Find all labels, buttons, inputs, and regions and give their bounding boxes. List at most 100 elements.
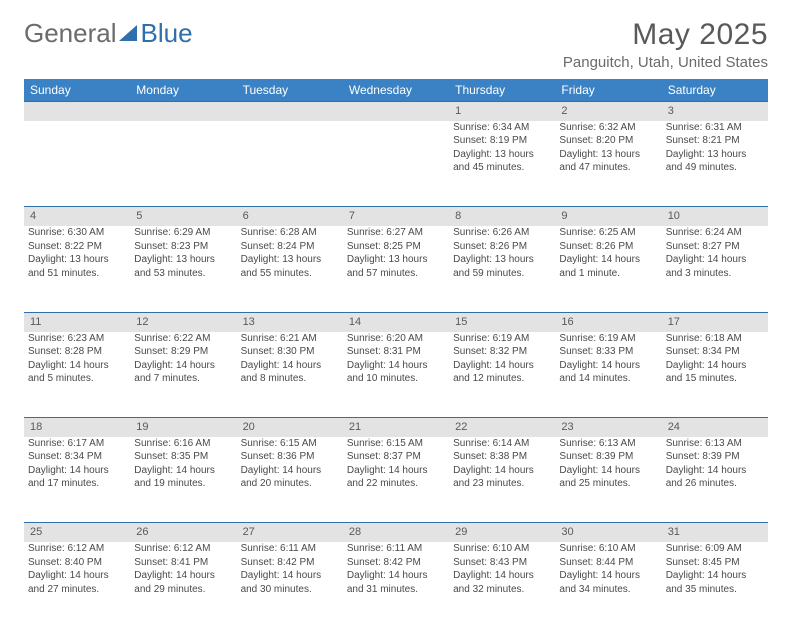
daylight-text: Daylight: 14 hours and 8 minutes.	[241, 359, 339, 386]
sunset-text: Sunset: 8:26 PM	[453, 240, 551, 254]
day-detail-cell: Sunrise: 6:13 AMSunset: 8:39 PMDaylight:…	[662, 437, 768, 523]
daylight-text: Daylight: 14 hours and 34 minutes.	[559, 569, 657, 596]
sunset-text: Sunset: 8:23 PM	[134, 240, 232, 254]
month-title: May 2025	[563, 18, 768, 52]
day-detail-cell: Sunrise: 6:10 AMSunset: 8:43 PMDaylight:…	[449, 542, 555, 628]
sunrise-text: Sunrise: 6:30 AM	[28, 226, 126, 240]
daylight-text: Daylight: 14 hours and 19 minutes.	[134, 464, 232, 491]
day-detail-cell: Sunrise: 6:34 AMSunset: 8:19 PMDaylight:…	[449, 121, 555, 207]
daylight-text: Daylight: 13 hours and 51 minutes.	[28, 253, 126, 280]
sunrise-text: Sunrise: 6:09 AM	[666, 542, 764, 556]
day-number-cell: 7	[343, 207, 449, 226]
sunrise-text: Sunrise: 6:34 AM	[453, 121, 551, 135]
day-number-cell: 31	[662, 523, 768, 542]
day-number-cell: 6	[237, 207, 343, 226]
weekday-header: Wednesday	[343, 79, 449, 102]
day-detail-cell: Sunrise: 6:11 AMSunset: 8:42 PMDaylight:…	[237, 542, 343, 628]
day-number-cell	[237, 102, 343, 121]
sunrise-text: Sunrise: 6:12 AM	[28, 542, 126, 556]
sunrise-text: Sunrise: 6:28 AM	[241, 226, 339, 240]
day-number-cell: 3	[662, 102, 768, 121]
daylight-text: Daylight: 14 hours and 17 minutes.	[28, 464, 126, 491]
sunset-text: Sunset: 8:35 PM	[134, 450, 232, 464]
daynum-row: 11121314151617	[24, 312, 768, 331]
day-detail-cell: Sunrise: 6:18 AMSunset: 8:34 PMDaylight:…	[662, 332, 768, 418]
sunrise-text: Sunrise: 6:21 AM	[241, 332, 339, 346]
sunset-text: Sunset: 8:43 PM	[453, 556, 551, 570]
sunset-text: Sunset: 8:44 PM	[559, 556, 657, 570]
daylight-text: Daylight: 14 hours and 7 minutes.	[134, 359, 232, 386]
day-number-cell: 13	[237, 312, 343, 331]
day-detail-cell: Sunrise: 6:32 AMSunset: 8:20 PMDaylight:…	[555, 121, 661, 207]
detail-row: Sunrise: 6:23 AMSunset: 8:28 PMDaylight:…	[24, 332, 768, 418]
sunset-text: Sunset: 8:26 PM	[559, 240, 657, 254]
day-detail-cell: Sunrise: 6:15 AMSunset: 8:37 PMDaylight:…	[343, 437, 449, 523]
daylight-text: Daylight: 13 hours and 57 minutes.	[347, 253, 445, 280]
day-number-cell: 15	[449, 312, 555, 331]
daylight-text: Daylight: 14 hours and 23 minutes.	[453, 464, 551, 491]
day-number-cell: 2	[555, 102, 661, 121]
day-detail-cell: Sunrise: 6:21 AMSunset: 8:30 PMDaylight:…	[237, 332, 343, 418]
weekday-header: Thursday	[449, 79, 555, 102]
sunset-text: Sunset: 8:24 PM	[241, 240, 339, 254]
sunset-text: Sunset: 8:42 PM	[241, 556, 339, 570]
daylight-text: Daylight: 14 hours and 30 minutes.	[241, 569, 339, 596]
sunrise-text: Sunrise: 6:16 AM	[134, 437, 232, 451]
sunrise-text: Sunrise: 6:24 AM	[666, 226, 764, 240]
day-number-cell: 10	[662, 207, 768, 226]
day-number-cell: 23	[555, 418, 661, 437]
sunset-text: Sunset: 8:19 PM	[453, 134, 551, 148]
detail-row: Sunrise: 6:34 AMSunset: 8:19 PMDaylight:…	[24, 121, 768, 207]
daynum-row: 18192021222324	[24, 418, 768, 437]
title-block: May 2025 Panguitch, Utah, United States	[563, 18, 768, 71]
day-number-cell: 21	[343, 418, 449, 437]
sunrise-text: Sunrise: 6:26 AM	[453, 226, 551, 240]
sunrise-text: Sunrise: 6:14 AM	[453, 437, 551, 451]
day-detail-cell: Sunrise: 6:31 AMSunset: 8:21 PMDaylight:…	[662, 121, 768, 207]
calendar-body: 123Sunrise: 6:34 AMSunset: 8:19 PMDaylig…	[24, 102, 768, 628]
day-detail-cell: Sunrise: 6:13 AMSunset: 8:39 PMDaylight:…	[555, 437, 661, 523]
weekday-header: Tuesday	[237, 79, 343, 102]
day-number-cell: 25	[24, 523, 130, 542]
sunset-text: Sunset: 8:37 PM	[347, 450, 445, 464]
daynum-row: 45678910	[24, 207, 768, 226]
sunset-text: Sunset: 8:20 PM	[559, 134, 657, 148]
daylight-text: Daylight: 14 hours and 35 minutes.	[666, 569, 764, 596]
sunset-text: Sunset: 8:34 PM	[666, 345, 764, 359]
sunrise-text: Sunrise: 6:27 AM	[347, 226, 445, 240]
sunset-text: Sunset: 8:32 PM	[453, 345, 551, 359]
daylight-text: Daylight: 13 hours and 59 minutes.	[453, 253, 551, 280]
daylight-text: Daylight: 14 hours and 32 minutes.	[453, 569, 551, 596]
day-detail-cell: Sunrise: 6:22 AMSunset: 8:29 PMDaylight:…	[130, 332, 236, 418]
daylight-text: Daylight: 14 hours and 10 minutes.	[347, 359, 445, 386]
day-detail-cell	[24, 121, 130, 207]
day-number-cell: 9	[555, 207, 661, 226]
day-number-cell: 22	[449, 418, 555, 437]
sunset-text: Sunset: 8:36 PM	[241, 450, 339, 464]
daylight-text: Daylight: 13 hours and 53 minutes.	[134, 253, 232, 280]
day-detail-cell: Sunrise: 6:20 AMSunset: 8:31 PMDaylight:…	[343, 332, 449, 418]
sunrise-text: Sunrise: 6:18 AM	[666, 332, 764, 346]
daylight-text: Daylight: 14 hours and 14 minutes.	[559, 359, 657, 386]
daynum-row: 25262728293031	[24, 523, 768, 542]
sunset-text: Sunset: 8:25 PM	[347, 240, 445, 254]
weekday-header: Monday	[130, 79, 236, 102]
day-number-cell: 8	[449, 207, 555, 226]
sunrise-text: Sunrise: 6:23 AM	[28, 332, 126, 346]
day-number-cell: 18	[24, 418, 130, 437]
day-number-cell: 24	[662, 418, 768, 437]
sunrise-text: Sunrise: 6:19 AM	[453, 332, 551, 346]
day-detail-cell: Sunrise: 6:23 AMSunset: 8:28 PMDaylight:…	[24, 332, 130, 418]
day-number-cell: 17	[662, 312, 768, 331]
sunrise-text: Sunrise: 6:11 AM	[347, 542, 445, 556]
day-number-cell: 20	[237, 418, 343, 437]
day-number-cell: 5	[130, 207, 236, 226]
day-detail-cell: Sunrise: 6:15 AMSunset: 8:36 PMDaylight:…	[237, 437, 343, 523]
detail-row: Sunrise: 6:30 AMSunset: 8:22 PMDaylight:…	[24, 226, 768, 312]
daylight-text: Daylight: 13 hours and 55 minutes.	[241, 253, 339, 280]
detail-row: Sunrise: 6:17 AMSunset: 8:34 PMDaylight:…	[24, 437, 768, 523]
day-detail-cell: Sunrise: 6:09 AMSunset: 8:45 PMDaylight:…	[662, 542, 768, 628]
day-number-cell: 16	[555, 312, 661, 331]
daylight-text: Daylight: 14 hours and 22 minutes.	[347, 464, 445, 491]
sail-icon	[119, 25, 137, 41]
